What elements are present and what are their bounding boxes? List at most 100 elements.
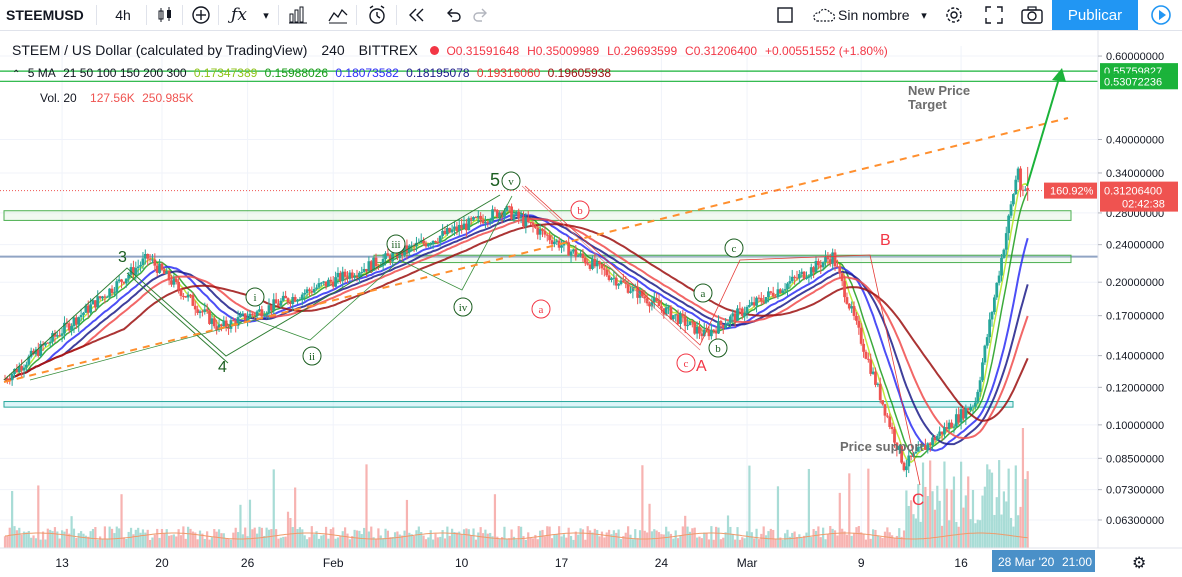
compare-icon[interactable] [284, 0, 312, 30]
volume-bar [738, 539, 742, 548]
volume-bar [1009, 517, 1013, 548]
interval-selector[interactable]: 4h [115, 7, 131, 23]
candle-body [781, 290, 785, 294]
wave-label-iv-circle [453, 297, 473, 317]
candle-body [995, 282, 999, 298]
volume-value-1: 127.56K [90, 91, 135, 105]
volume-bar [767, 531, 770, 548]
chevron-down-icon[interactable]: ▾ [263, 9, 269, 22]
candle-body [350, 272, 354, 278]
volume-bar [562, 534, 566, 548]
candle-body [44, 342, 47, 346]
legend-ma-row[interactable]: ⌃ 5 MA 21 50 100 150 200 300 0.17347389 … [12, 66, 615, 80]
volume-bar [301, 529, 304, 548]
candle-body [714, 330, 718, 334]
volume-bar [522, 536, 525, 548]
gear-icon[interactable] [940, 0, 968, 30]
chevron-down-icon[interactable]: ▾ [921, 9, 927, 22]
candle-body [757, 297, 761, 299]
fullscreen-icon[interactable] [980, 0, 1008, 30]
volume-bar [99, 536, 102, 548]
volume-bar [108, 526, 111, 548]
candle-body [548, 235, 552, 241]
volume-bar [270, 529, 273, 548]
candle-body [529, 222, 533, 224]
volume-bar [917, 484, 920, 548]
volume-bar [448, 535, 451, 548]
subwave-line [29, 195, 513, 381]
volume-bar [876, 535, 879, 548]
volume-bar [308, 537, 311, 548]
candle-body [486, 221, 490, 223]
candle-body [231, 320, 235, 322]
camera-icon[interactable] [1018, 0, 1046, 30]
projection-line [1026, 74, 1061, 187]
volume-bar [577, 534, 580, 548]
volume-bar [990, 472, 994, 548]
collapse-icon[interactable]: ⌃ [12, 69, 21, 80]
square-icon[interactable] [772, 0, 798, 30]
undo-icon[interactable] [440, 0, 466, 30]
candle-body [731, 313, 735, 317]
replay-icon[interactable] [404, 0, 430, 30]
candle-body [39, 343, 43, 356]
volume-bar [610, 534, 613, 548]
candle-body [208, 310, 211, 324]
candle-body [914, 451, 918, 454]
volume-bar [776, 486, 780, 548]
templates-icon[interactable] [324, 0, 352, 30]
candle-body [821, 262, 825, 268]
price-axis: 0.600000000.557598270.530722360.40000000… [0, 31, 1182, 548]
volume-bar [1021, 428, 1025, 548]
volume-bar [848, 473, 851, 548]
cloud-icon[interactable] [810, 0, 838, 30]
volume-bar [531, 538, 535, 548]
add-indicator-icon[interactable] [186, 0, 216, 30]
publish-button[interactable]: Publicar [1052, 0, 1138, 30]
volume-bar [515, 539, 518, 548]
candle-body [543, 230, 547, 235]
alert-icon[interactable] [362, 0, 392, 30]
volume-bar [434, 533, 437, 548]
candle-body [115, 281, 119, 293]
volume-value-2: 250.985K [142, 91, 194, 105]
fx-indicator-icon[interactable]: ƒx [231, 5, 247, 25]
candle-body [346, 276, 349, 279]
price-tick-label: 0.24000000 [1106, 240, 1164, 252]
candle-body [153, 259, 157, 266]
candle-body [1016, 168, 1020, 180]
candle-body [510, 206, 513, 220]
volume-bar [798, 534, 801, 548]
level-badge [1100, 73, 1178, 90]
volume-bar [232, 532, 235, 548]
volume-bar [213, 529, 216, 548]
volume-bar [137, 527, 140, 548]
candle-body [498, 212, 502, 217]
layout-name[interactable]: Sin nombre [838, 7, 910, 23]
candle-body [1021, 189, 1025, 191]
candle-body [467, 218, 471, 231]
volume-bar [964, 495, 967, 548]
candle-body [243, 313, 247, 321]
axis-settings-gear-icon[interactable]: ⚙ [1132, 553, 1146, 572]
symbol-search[interactable]: STEEMUSD [6, 7, 84, 23]
redo-icon[interactable] [468, 0, 494, 30]
volume-bar [96, 539, 99, 548]
volume-bar [122, 537, 126, 548]
volume-bar [814, 530, 818, 548]
candle-body [907, 455, 911, 467]
volume-bar [707, 539, 711, 548]
chart-type-icon[interactable] [150, 0, 180, 30]
volume-bar [160, 528, 164, 548]
candle-body [46, 342, 50, 344]
volume-bar [146, 529, 149, 548]
play-icon[interactable] [1140, 0, 1182, 30]
candle-body [151, 259, 154, 261]
time-tick-label: 17 [555, 556, 569, 570]
volume-bar [467, 529, 470, 548]
volume-bar [508, 538, 511, 548]
candle-body [386, 253, 390, 256]
candle-body [586, 263, 590, 265]
candle-body [1012, 194, 1015, 205]
